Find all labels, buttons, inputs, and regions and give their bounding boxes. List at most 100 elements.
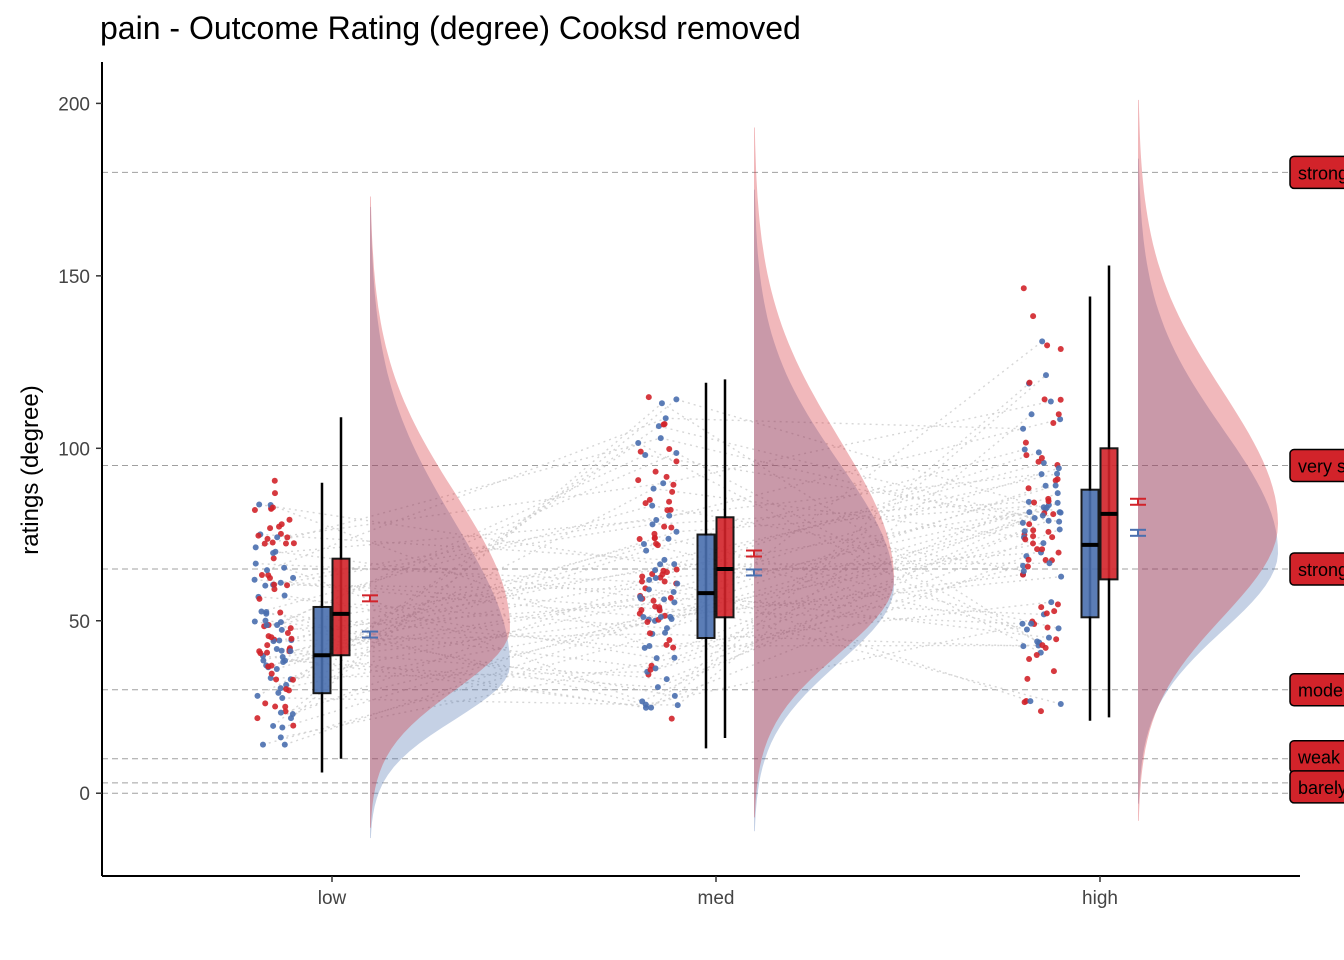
data-point-high	[1045, 495, 1052, 502]
pair-line	[663, 598, 1061, 705]
data-point-low	[279, 724, 286, 731]
y-tick-label: 100	[58, 439, 90, 460]
pair-line	[270, 671, 648, 679]
data-point-med	[643, 547, 650, 554]
data-point-low	[279, 694, 286, 701]
data-point-low	[265, 572, 272, 579]
plot-area: 0 50 100 150 200 low med high strongest imaginab…	[58, 62, 1344, 909]
pair-line	[268, 538, 669, 668]
data-point-low	[275, 689, 282, 696]
reference-label: moderate	[1289, 672, 1344, 707]
box	[1080, 488, 1100, 619]
pair-line	[677, 413, 1033, 706]
data-point-high	[1046, 560, 1053, 567]
data-point-low	[287, 715, 294, 722]
mean-marker-blue-high	[1130, 528, 1146, 537]
data-point-low	[258, 572, 265, 579]
density-blue-med	[754, 189, 894, 832]
data-point-med	[635, 477, 642, 484]
data-point-low	[254, 715, 261, 722]
data-point-med	[645, 586, 652, 593]
data-point-med	[673, 528, 680, 535]
pair-line	[671, 514, 1043, 620]
data-point-high	[1025, 485, 1032, 492]
data-point-high	[1054, 470, 1061, 477]
data-point-low	[268, 634, 275, 641]
pair-line	[655, 520, 1049, 670]
data-point-med	[657, 561, 664, 568]
data-point-med	[674, 580, 681, 587]
data-point-low	[264, 642, 271, 649]
data-point-low	[262, 700, 269, 707]
data-point-low	[252, 544, 259, 551]
data-point-med	[654, 542, 661, 549]
data-point-high	[1057, 396, 1064, 403]
data-point-high	[1055, 411, 1062, 418]
data-point-high	[1024, 675, 1031, 682]
data-point-med	[646, 630, 653, 637]
data-point-low	[282, 703, 289, 710]
data-point-high	[1020, 643, 1027, 650]
data-point-low	[251, 507, 258, 514]
data-point-low	[251, 576, 258, 583]
pair-line	[272, 398, 677, 727]
pair-line	[665, 417, 1024, 430]
data-point-med	[639, 573, 646, 580]
data-point-med	[673, 450, 680, 457]
data-point-high	[1044, 624, 1051, 631]
data-point-med	[646, 642, 653, 649]
data-point-med	[663, 676, 670, 683]
data-point-low	[264, 535, 271, 542]
pair-line	[658, 425, 1035, 519]
data-point-med	[653, 516, 660, 523]
data-point-med	[673, 396, 680, 403]
data-point-high	[1020, 568, 1027, 575]
box	[312, 605, 332, 695]
data-point-high	[1026, 521, 1033, 528]
data-point-low	[254, 692, 261, 699]
data-point-low	[257, 650, 264, 657]
data-point-med	[661, 596, 668, 603]
pair-line	[660, 562, 1050, 565]
y-tick-label: 50	[69, 612, 90, 633]
data-point-med	[674, 702, 681, 709]
boxplot-blue-high	[1080, 296, 1100, 721]
data-point-low	[262, 582, 269, 589]
pair-line	[254, 620, 675, 697]
data-point-low	[271, 477, 278, 484]
data-point-high	[1052, 477, 1059, 484]
data-point-med	[662, 415, 669, 422]
label-text: barely detectable	[1298, 778, 1344, 798]
pair-line	[276, 550, 647, 670]
data-point-high	[1038, 604, 1045, 611]
pair-line	[273, 584, 649, 591]
data-point-high	[1038, 455, 1045, 462]
data-point-med	[661, 578, 668, 585]
label-box	[1289, 739, 1344, 774]
data-point-low	[252, 560, 259, 567]
data-point-med	[642, 452, 649, 459]
pair-line	[648, 485, 1046, 621]
label-box	[1289, 672, 1344, 707]
data-point-low	[290, 574, 297, 581]
data-point-high	[1040, 459, 1047, 466]
data-point-high	[1039, 512, 1046, 519]
data-point-med	[663, 625, 670, 632]
data-point-high	[1055, 465, 1062, 472]
data-point-low	[270, 722, 277, 729]
data-point-low	[284, 534, 291, 541]
data-point-med	[657, 435, 664, 442]
data-point-low	[255, 532, 262, 539]
data-point-high	[1057, 700, 1064, 707]
label-text: strong	[1298, 560, 1344, 580]
data-point-high	[1022, 439, 1029, 446]
data-point-low	[281, 592, 288, 599]
data-point-low	[256, 501, 263, 508]
pair-line	[676, 452, 1040, 644]
label-text: strongest imaginable	[1298, 163, 1344, 183]
pair-line	[661, 402, 1038, 643]
data-point-high	[1021, 446, 1028, 453]
data-point-low	[288, 635, 295, 642]
pair-line	[674, 507, 1048, 659]
mean-marker-red-med	[746, 549, 762, 558]
